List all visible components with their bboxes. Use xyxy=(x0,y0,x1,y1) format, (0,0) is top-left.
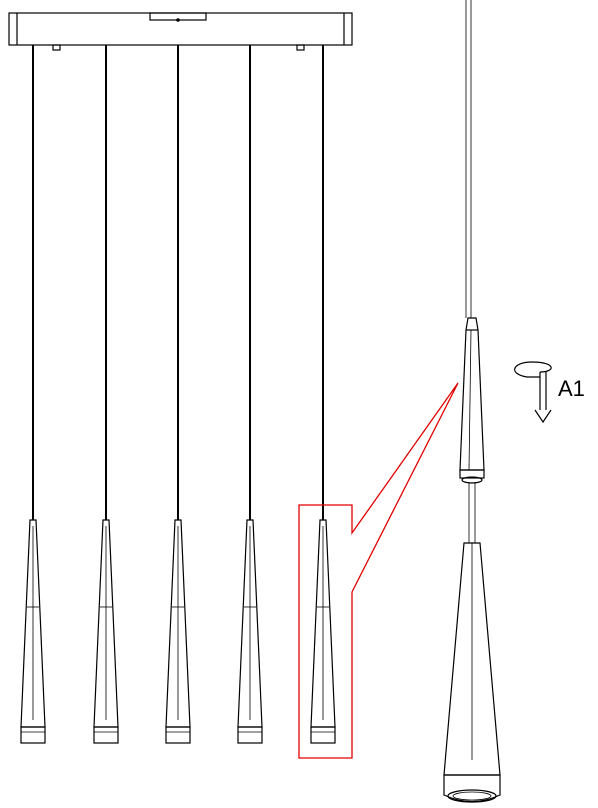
pendant-diffuser xyxy=(20,726,46,744)
pendant-diffuser xyxy=(310,726,336,744)
detail-callout xyxy=(298,382,459,759)
pendant xyxy=(93,45,119,744)
canopy-center-screw xyxy=(176,18,180,22)
highlight-outline xyxy=(298,382,459,759)
rotate-arrow-icon xyxy=(514,361,552,424)
canopy-tab-right xyxy=(296,44,305,51)
pendant xyxy=(165,45,191,744)
canopy-tab-left xyxy=(52,44,61,51)
pendant xyxy=(237,45,263,744)
detail-diffuser xyxy=(443,775,501,803)
detail-pendant xyxy=(443,0,501,803)
label-a1: A1 xyxy=(558,376,585,401)
pendant-diffuser xyxy=(93,726,119,744)
detail-upper-cone xyxy=(459,317,485,471)
pendant-diffuser xyxy=(165,726,191,744)
pendant xyxy=(20,45,46,744)
pendant-diffuser xyxy=(237,726,263,744)
pendant-group xyxy=(20,45,336,744)
detail-connector xyxy=(459,469,485,479)
canopy-bar xyxy=(8,12,353,51)
pendant xyxy=(310,45,336,744)
